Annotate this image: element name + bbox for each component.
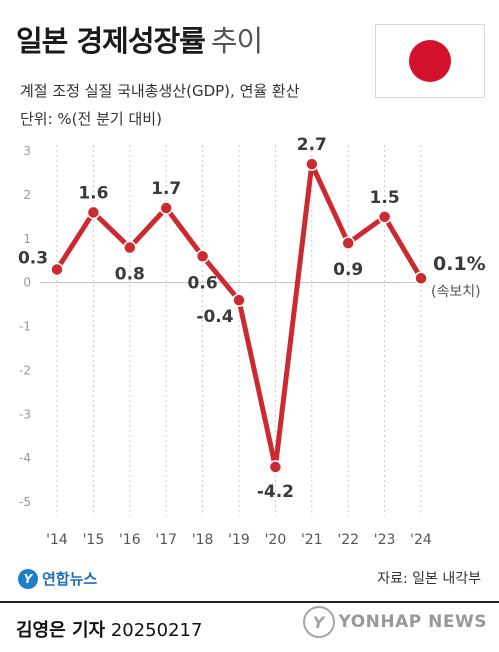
x-tick-label: '15	[83, 532, 105, 548]
y-tick-label: -3	[19, 407, 31, 421]
data-label: 0.3	[18, 248, 48, 268]
chart-subtitle: 계절 조정 실질 국내총생산(GDP), 연율 환산	[20, 82, 300, 100]
watermark: Y YONHAP NEWS	[302, 606, 487, 638]
x-tick-label: '23	[374, 532, 396, 548]
title-sub: 추이	[210, 24, 263, 58]
x-tick-label: '18	[192, 532, 214, 548]
x-tick-label: '24	[410, 532, 432, 548]
watermark-text: YONHAP NEWS	[338, 612, 487, 632]
y-tick-label: 2	[23, 188, 31, 202]
data-label: 2.7	[297, 135, 327, 155]
watermark-logo-icon: Y	[302, 606, 335, 638]
data-point	[414, 271, 428, 285]
data-point	[305, 157, 319, 171]
byline-name: 김영은 기자	[16, 620, 106, 641]
y-tick-label: 0	[23, 276, 31, 290]
title-main: 일본 경제성장률	[16, 24, 206, 58]
data-point	[123, 240, 137, 255]
data-label: 1.6	[78, 183, 108, 203]
data-point	[341, 236, 355, 250]
data-label: 0.1%	[433, 253, 486, 275]
data-point	[377, 210, 392, 224]
x-tick-label: '20	[265, 532, 287, 548]
data-label: -0.4	[196, 307, 233, 327]
x-tick-label: '22	[337, 532, 359, 548]
logo-text: 연합뉴스	[42, 570, 98, 588]
y-tick-label: 3	[23, 144, 31, 158]
byline: 김영은 기자 20250217	[16, 616, 202, 642]
x-tick-label: '21	[301, 532, 323, 548]
y-tick-label: -2	[19, 363, 31, 377]
line-chart: 3 2 1 0 -1 -2 -3 -4 -5 '14 '15 '16 '17 '18 '19 '20 '21 '2…	[18, 135, 486, 548]
x-tick-label: '16	[119, 532, 141, 548]
last-point-note: (속보치)	[431, 284, 481, 300]
y-tick-label: 1	[23, 232, 31, 246]
data-label: 0.8	[115, 265, 145, 285]
data-point	[268, 460, 283, 474]
data-label: 0.9	[333, 260, 363, 280]
y-tick-label: -1	[19, 320, 31, 334]
japan-flag-icon	[375, 24, 485, 98]
data-point	[50, 262, 64, 277]
data-label: 1.5	[370, 188, 400, 208]
data-label: 0.6	[188, 273, 218, 293]
x-tick-label: '14	[46, 532, 68, 548]
source-note: 자료: 일본 내각부	[377, 571, 481, 587]
unit-label: 단위: %(전 분기 대비)	[20, 110, 162, 128]
data-point	[159, 201, 173, 215]
data-point	[232, 293, 246, 307]
data-label: 1.7	[151, 179, 181, 199]
yonhap-logo-icon: Y	[18, 568, 38, 589]
y-tick-label: -4	[19, 451, 31, 465]
x-tick-label: '17	[155, 532, 177, 548]
x-tick-label: '19	[228, 532, 250, 548]
data-point	[195, 249, 210, 264]
chart-title: 일본 경제성장률 추이	[16, 18, 263, 60]
footer-divider	[0, 601, 499, 603]
y-tick-label: -5	[19, 495, 31, 509]
data-label: -4.2	[257, 482, 294, 502]
data-point	[86, 205, 101, 220]
yonhap-logo: Y 연합뉴스	[18, 568, 97, 589]
byline-date: 20250217	[110, 620, 203, 641]
flag-disc	[409, 40, 451, 82]
